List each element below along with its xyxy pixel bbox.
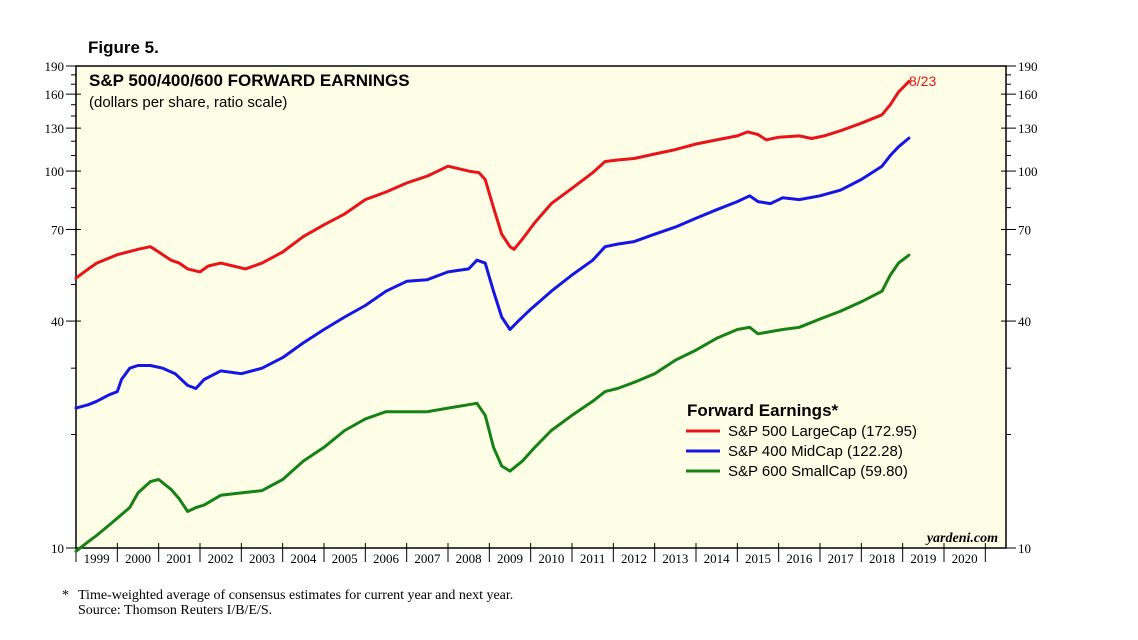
source-note: Source: Thomson Reuters I/B/E/S. [78, 603, 273, 618]
x-tick-label: 2007 [414, 551, 441, 566]
y-tick-label-left: 160 [45, 87, 65, 102]
footnote-text: Time-weighted average of consensus estim… [78, 588, 514, 603]
x-tick-label: 2017 [828, 551, 855, 566]
legend: Forward Earnings* S&P 500 LargeCap (172.… [686, 401, 917, 480]
x-tick-label: 2002 [208, 551, 234, 566]
x-tick-label: 1999 [84, 551, 110, 566]
x-tick-label: 2003 [249, 551, 275, 566]
x-tick-label: 2009 [497, 551, 523, 566]
x-tick-label: 2011 [580, 551, 606, 566]
y-tick-label-right: 130 [1018, 121, 1038, 136]
y-tick-label-right: 100 [1018, 164, 1038, 179]
legend-title: Forward Earnings* [687, 401, 839, 420]
x-tick-label: 2010 [538, 551, 564, 566]
x-tick-label: 2012 [621, 551, 647, 566]
x-tick-label: 2006 [373, 551, 400, 566]
y-tick-label-left: 100 [45, 164, 65, 179]
x-tick-label: 2000 [125, 551, 151, 566]
y-tick-label-left: 70 [51, 222, 64, 237]
chart-title: S&P 500/400/600 FORWARD EARNINGS [89, 71, 410, 90]
x-tick-label: 2014 [704, 551, 731, 566]
y-tick-label-right: 190 [1018, 59, 1038, 74]
x-tick-label: 2005 [332, 551, 358, 566]
figure-label: Figure 5. [88, 38, 159, 57]
axis-ticks [66, 65, 1016, 562]
legend-entry-1: S&P 400 MidCap (122.28) [728, 443, 903, 460]
y-tick-label-right: 10 [1018, 541, 1031, 556]
x-tick-label: 2004 [290, 551, 317, 566]
x-tick-label: 2018 [869, 551, 895, 566]
series-line-2 [74, 253, 911, 553]
series-line-1 [74, 136, 911, 410]
y-tick-label-right: 70 [1018, 222, 1031, 237]
footnote-marker: * [62, 588, 69, 603]
footnote: * Time-weighted average of consensus esti… [62, 588, 513, 618]
x-tick-label: 2016 [786, 551, 813, 566]
x-tick-label: 2019 [910, 551, 936, 566]
series-lines [74, 79, 911, 553]
x-tick-label: 2001 [166, 551, 192, 566]
y-tick-label-left: 130 [45, 121, 65, 136]
watermark: yardeni.com [925, 531, 998, 546]
chart-subtitle: (dollars per share, ratio scale) [89, 94, 287, 111]
y-tick-label-left: 40 [51, 314, 64, 329]
x-tick-label: 2008 [456, 551, 482, 566]
x-axis-labels: 1999 2000 2001 2002 2003 2004 2005 2006 2007 2008… [84, 551, 978, 566]
y-tick-label-left: 10 [51, 541, 64, 556]
legend-entry-0: S&P 500 LargeCap (172.95) [728, 423, 917, 440]
x-tick-label: 2020 [952, 551, 978, 566]
x-tick-label: 2015 [745, 551, 771, 566]
end-date-annotation: 8/23 [909, 73, 936, 89]
y-tick-label-right: 160 [1018, 87, 1038, 102]
legend-entry-2: S&P 600 SmallCap (59.80) [728, 463, 908, 480]
y-tick-label-left: 190 [45, 59, 65, 74]
y-tick-label-right: 40 [1018, 314, 1031, 329]
y-axis-labels: 10 10 40 40 70 70 100 100 130 130 160 160 190 190 [45, 59, 1038, 556]
x-tick-label: 2013 [662, 551, 688, 566]
series-line-0 [74, 79, 911, 280]
